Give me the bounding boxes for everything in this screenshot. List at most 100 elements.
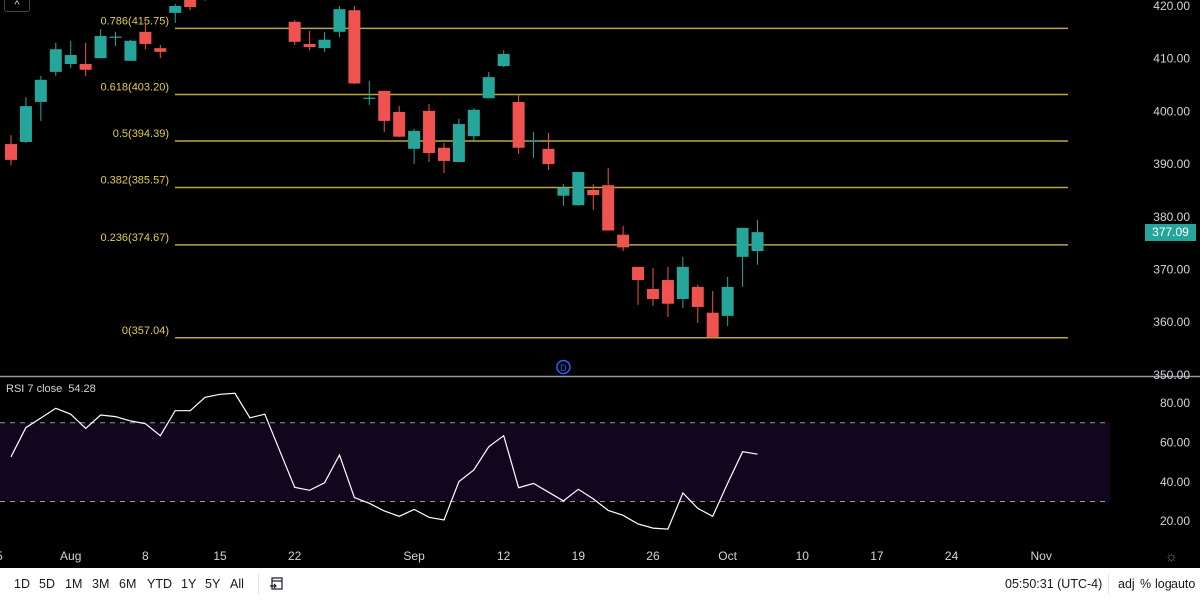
candle-down[interactable] [632, 266, 645, 305]
candle-body [617, 234, 630, 248]
candle-body [303, 43, 316, 48]
candle-up[interactable] [19, 97, 32, 144]
range-5y[interactable]: 5Y [205, 577, 221, 591]
candle-down[interactable] [512, 95, 525, 155]
candle-down[interactable] [184, 0, 197, 11]
candle-body [154, 48, 167, 52]
candle-up[interactable] [527, 131, 540, 158]
candle-down[interactable] [5, 135, 17, 166]
clock-timezone[interactable]: 05:50:31 (UTC-4) [1005, 577, 1103, 591]
candle-body [288, 21, 301, 42]
candle-down[interactable] [587, 184, 600, 210]
toggle-adj[interactable]: adj [1118, 577, 1135, 591]
fib-level-label: 0.786(415.75) [101, 15, 170, 27]
candle-body [79, 63, 92, 70]
candle-up[interactable] [676, 256, 689, 308]
range-1y[interactable]: 1Y [181, 577, 197, 591]
candle-up[interactable] [49, 42, 62, 77]
candle-up[interactable] [408, 128, 421, 165]
candle-body [497, 53, 510, 67]
candle-down[interactable] [288, 20, 301, 45]
candle-down[interactable] [437, 143, 450, 174]
candle-up[interactable] [572, 172, 585, 206]
candle-body [109, 36, 122, 38]
range-all[interactable]: All [230, 577, 244, 591]
candle-body [527, 140, 540, 142]
candle-down[interactable] [646, 267, 659, 306]
range-1m[interactable]: 1M [65, 577, 83, 591]
candle-up[interactable] [467, 108, 480, 142]
rsi-axis[interactable]: 80.00 60.00 40.00 20.00 [1160, 396, 1190, 528]
candle-down[interactable] [348, 6, 361, 84]
candle-body [5, 144, 17, 160]
candle-up[interactable] [333, 6, 346, 38]
candle-up[interactable] [557, 184, 570, 206]
range-6m[interactable]: 6M [119, 577, 137, 591]
price-tick-label: 380.00 [1153, 210, 1190, 224]
candle-up[interactable] [452, 118, 465, 162]
toggle-auto[interactable]: auto [1171, 577, 1196, 591]
candle-down[interactable] [154, 44, 167, 59]
candle-up[interactable] [721, 276, 734, 326]
range-3m[interactable]: 3M [92, 577, 110, 591]
candles [5, 0, 764, 338]
time-tick-label: 26 [646, 549, 660, 563]
rsi-legend-value: 54.28 [68, 383, 96, 395]
price-axis[interactable]: 420.00 410.00 400.00 390.00 380.00 370.00 360.… [1153, 0, 1190, 382]
candle-up[interactable] [363, 80, 376, 106]
candle-up[interactable] [482, 71, 495, 99]
candle-up[interactable] [169, 3, 182, 23]
fib-level-label: 0.236(374.67) [101, 232, 170, 244]
candle-body [19, 106, 32, 142]
candle-up[interactable] [124, 39, 137, 61]
candle-down[interactable] [303, 30, 316, 51]
dividend-label: D [560, 363, 567, 373]
rsi-tick-label: 80.00 [1160, 396, 1190, 410]
rsi-band-fill [0, 422, 1110, 502]
fib-level-label: 0.5(394.39) [113, 128, 169, 140]
chart-canvas[interactable]: 0.786(415.75) 0.618(403.20) 0.5(394.39) 0.3… [0, 0, 1200, 568]
fib-retracement[interactable]: 0.786(415.75) 0.618(403.20) 0.5(394.39) 0.3… [101, 15, 1069, 339]
rsi-tick-label: 40.00 [1160, 475, 1190, 489]
fib-level-label: 0.618(403.20) [101, 82, 170, 94]
candle-up[interactable] [64, 40, 77, 69]
candle-body [437, 147, 450, 161]
price-tick-label: 390.00 [1153, 157, 1190, 171]
range-1d[interactable]: 1D [14, 577, 30, 591]
time-tick-label: Oct [718, 549, 737, 563]
candle-body [587, 189, 600, 196]
candle-body [124, 40, 137, 61]
candle-up[interactable] [751, 219, 764, 265]
toggle-percent[interactable]: % [1140, 577, 1152, 591]
collapse-button[interactable]: ^ [4, 0, 30, 12]
gear-icon[interactable]: ☼ [1165, 548, 1178, 564]
time-tick-label: 12 [497, 549, 511, 563]
time-tick-label: 15 [213, 549, 227, 563]
candle-down[interactable] [378, 90, 391, 132]
candle-down[interactable] [602, 167, 615, 231]
candle-up[interactable] [318, 31, 331, 52]
calendar-arrow-icon[interactable] [270, 576, 284, 592]
candle-down[interactable] [542, 133, 555, 170]
candle-down[interactable] [691, 284, 704, 323]
candle-up[interactable] [736, 227, 749, 287]
candle-body [452, 124, 465, 162]
candle-body [423, 110, 436, 154]
time-axis[interactable]: 25 Aug 8 15 22 Sep 12 19 26 Oct 10 17 24 Nov [0, 549, 1052, 563]
dividend-marker[interactable]: D [556, 359, 571, 375]
candle-down[interactable] [617, 225, 630, 252]
candle-down[interactable] [139, 21, 152, 50]
candle-down[interactable] [393, 106, 406, 138]
range-ytd[interactable]: YTD [147, 577, 172, 591]
candle-down[interactable] [79, 42, 92, 77]
candle-down[interactable] [706, 291, 719, 338]
toggle-log[interactable]: log [1155, 577, 1172, 591]
candle-up[interactable] [109, 31, 122, 47]
candle-down[interactable] [661, 266, 674, 317]
candle-up[interactable] [497, 50, 510, 68]
candle-up[interactable] [34, 76, 47, 121]
rsi-legend[interactable]: RSI 7 close 54.28 [6, 383, 102, 395]
range-5d[interactable]: 5D [39, 577, 55, 591]
candle-up[interactable] [94, 29, 107, 59]
candle-down[interactable] [423, 104, 436, 162]
